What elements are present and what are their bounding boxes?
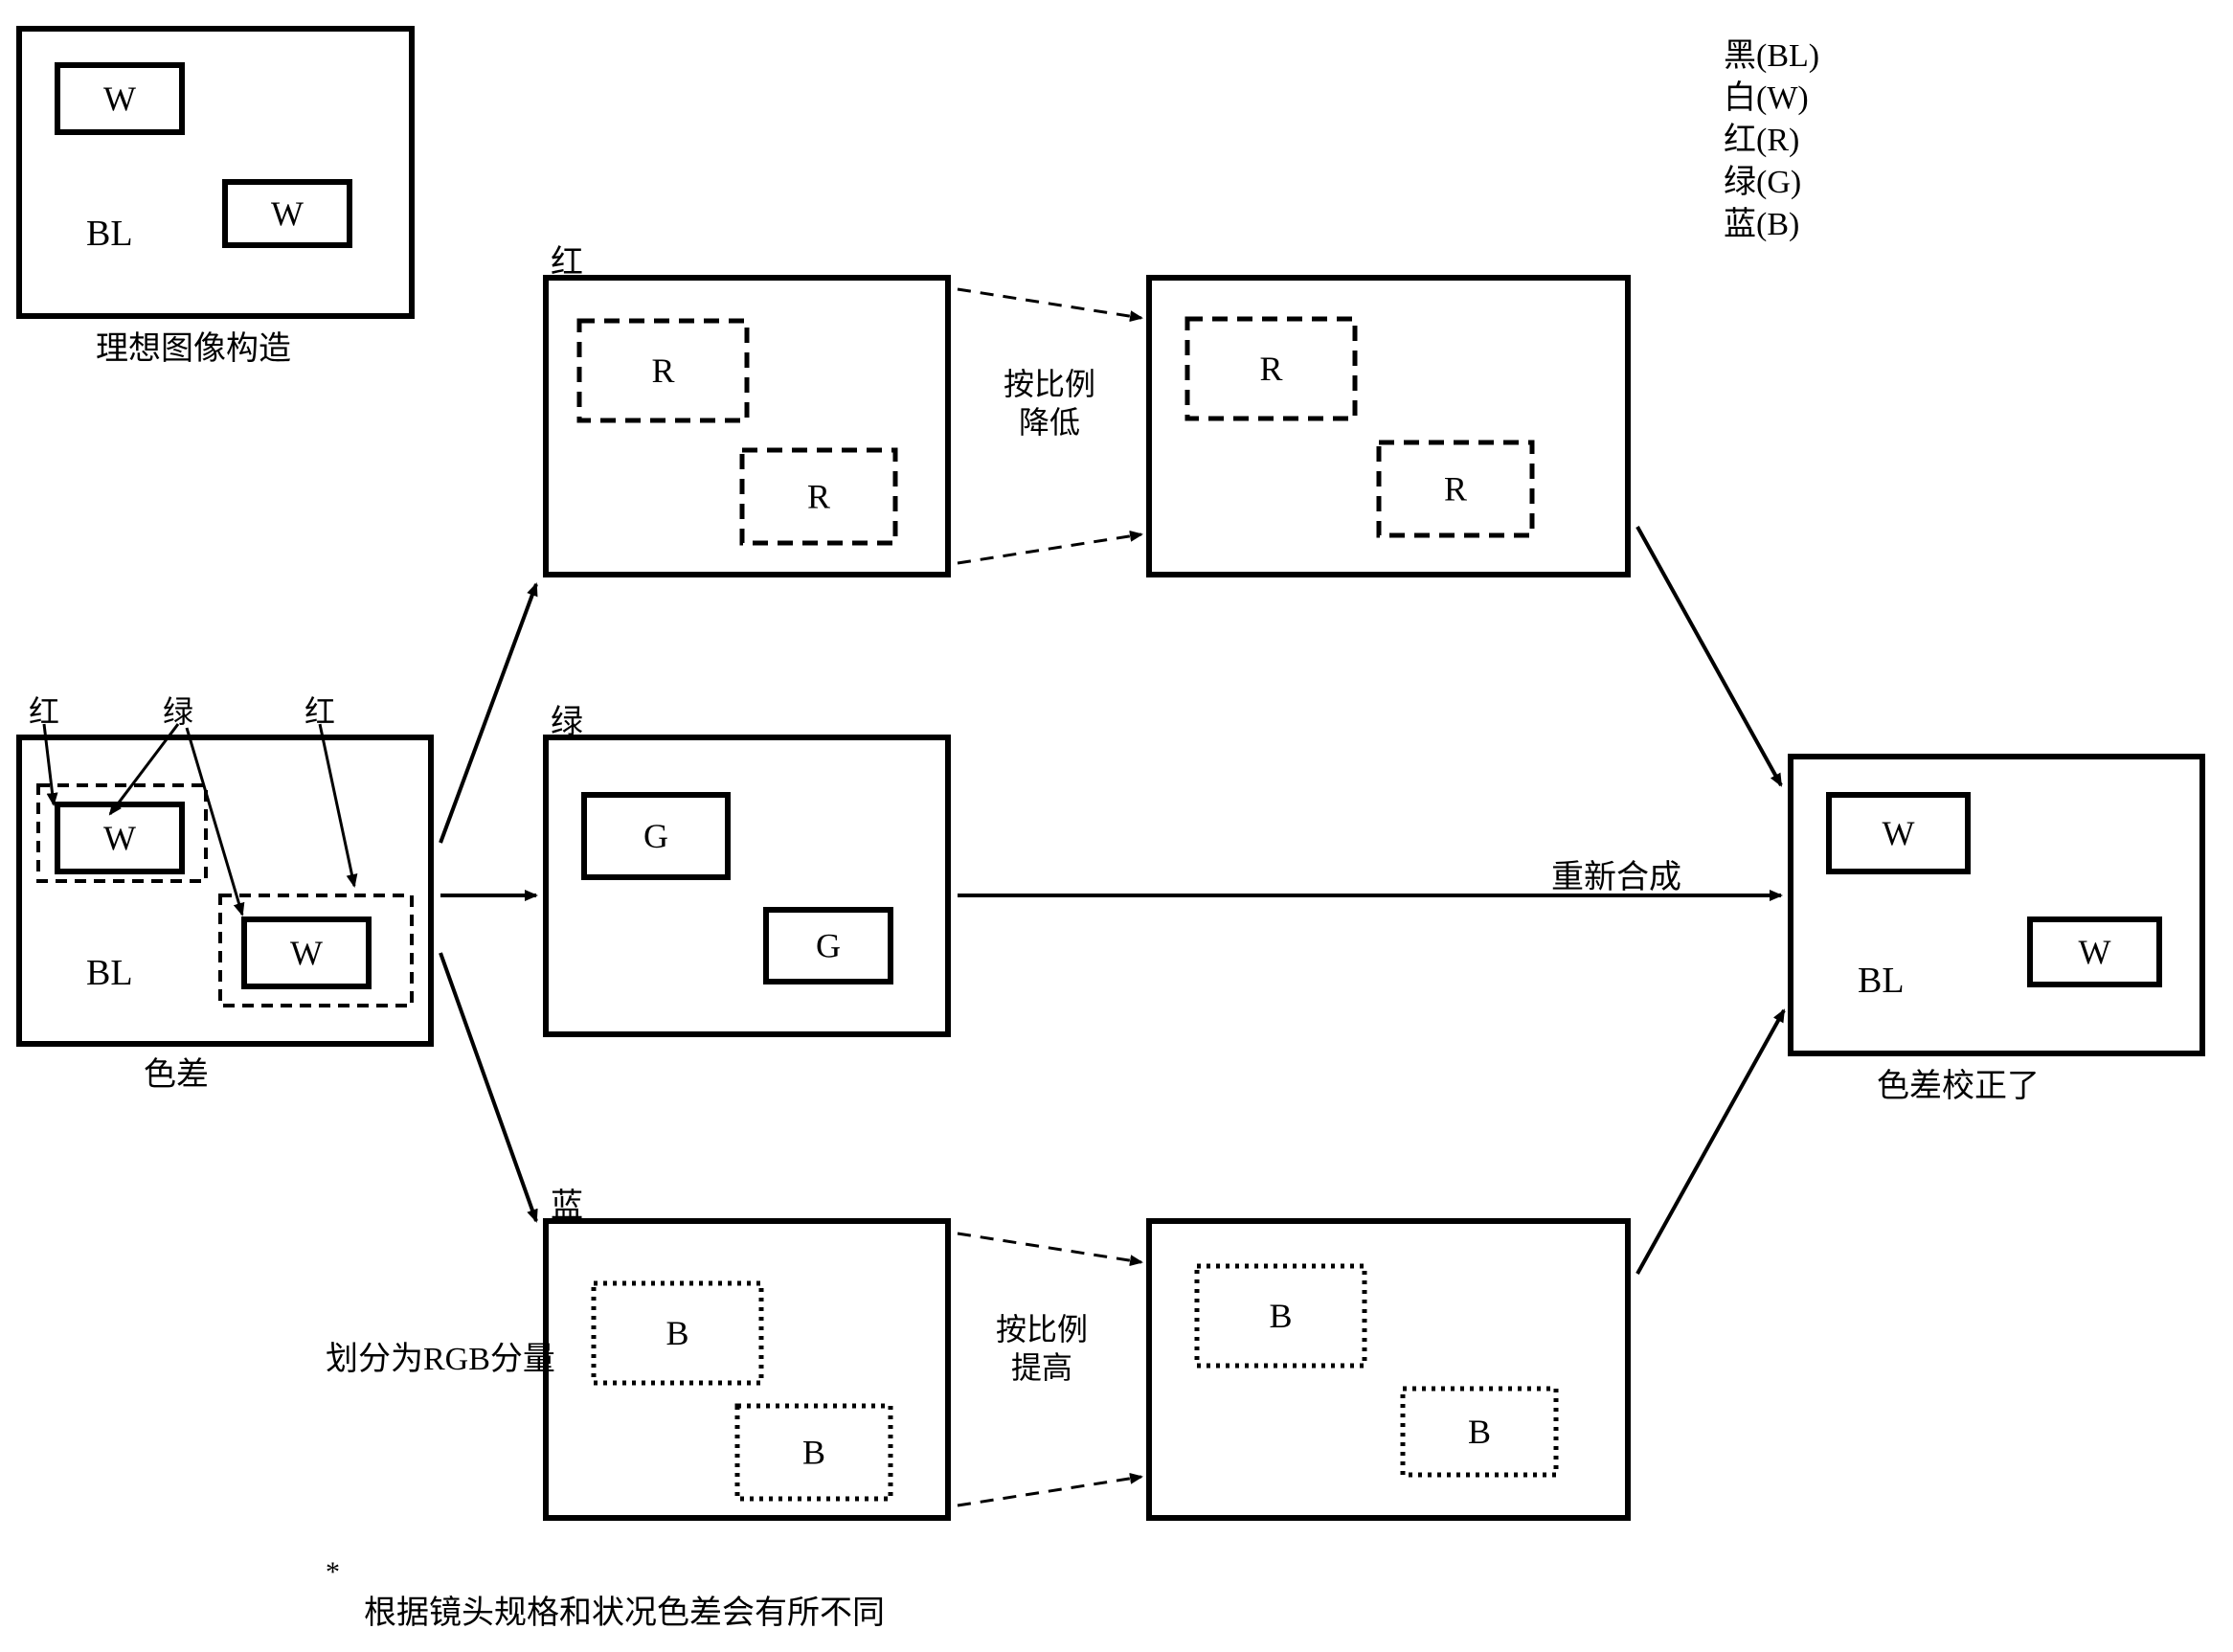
flow-arrow [440,953,536,1221]
panel-title: 绿 [551,695,583,742]
legend-item: 白(W) [1724,71,1809,118]
footnote-star: * [326,1556,340,1589]
rect-label: W [290,934,323,972]
callout-label: 绿 [163,688,193,732]
transform-arrow [958,1233,1141,1262]
legend-item: 黑(BL) [1724,29,1819,76]
panel [546,737,948,1034]
transform-arrow [958,289,1141,318]
flow-arrow [440,584,536,843]
flow-arrow [1637,527,1781,785]
panel-title: 红 [551,236,583,283]
callout-label: 红 [304,688,335,732]
panel-caption: 理想图像构造 [96,322,291,369]
panel-inner-text: BL [86,952,133,994]
rect-label: R [1259,350,1282,388]
rect-label: R [807,478,830,516]
panel [1149,278,1628,575]
rect-label: B [1468,1413,1491,1451]
panel-title: 蓝 [551,1179,583,1226]
flow-arrow-label: 重新合成 [1551,850,1681,897]
rect-label: W [103,79,136,118]
rect-label: B [665,1314,688,1352]
panel [546,1221,948,1518]
callout-label: 红 [29,688,59,732]
panel-inner-text: BL [86,213,133,255]
rect-label: B [802,1434,825,1472]
panel-caption: 色差校正了 [1877,1059,2040,1106]
flow-arrow [1637,1010,1784,1274]
callout-arrow [187,728,242,915]
legend-item: 绿(G) [1724,155,1801,202]
rect-label: R [1444,470,1467,509]
rect-label: R [651,351,674,390]
transform-label: 提高 [1011,1344,1072,1388]
rect-label: G [643,817,668,855]
panel-caption: 色差 [144,1048,209,1095]
rect-label: W [271,194,304,233]
rect-label: G [816,927,841,965]
legend-item: 红(R) [1724,113,1799,160]
rect-label: W [2079,933,2111,971]
legend-item: 蓝(B) [1724,197,1799,244]
rect-label: W [1883,814,1915,852]
rect-label: W [103,819,136,857]
rect-label: B [1269,1297,1292,1335]
transform-arrow [958,1477,1141,1505]
callout-arrow [320,724,354,886]
misc-label: 划分为RGB分量 [326,1332,555,1379]
panel [1791,757,2202,1053]
transform-arrow [958,534,1141,563]
panel-inner-text: BL [1858,960,1905,1002]
panel [19,29,412,316]
footnote-text: 根据镜头规格和状况色差会有所不同 [364,1586,885,1633]
transform-label: 降低 [1019,398,1080,442]
